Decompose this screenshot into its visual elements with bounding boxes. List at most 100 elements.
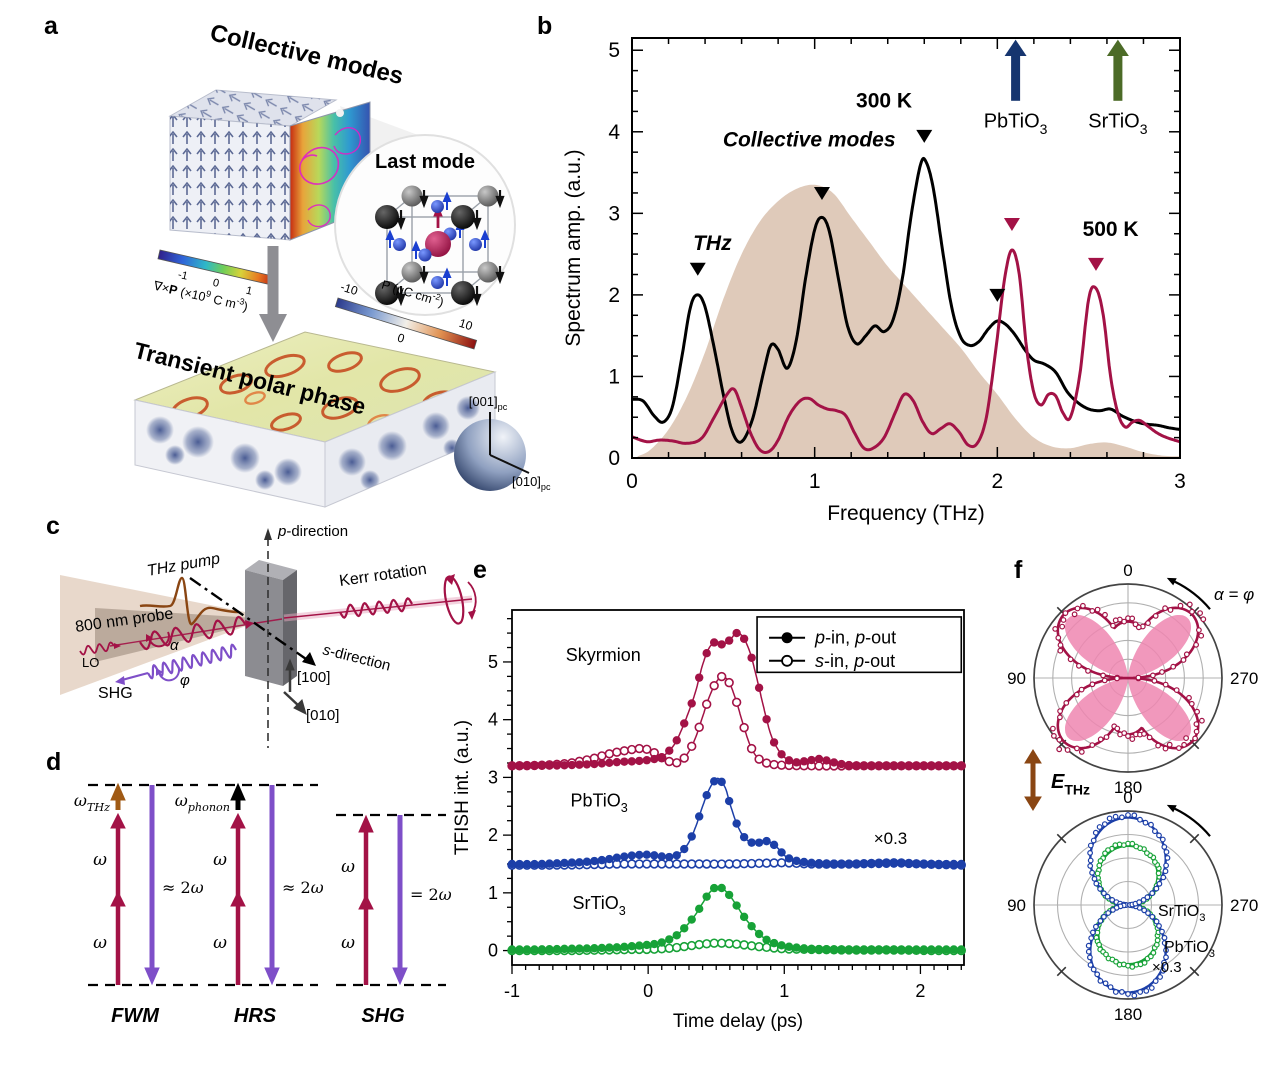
- sample-top-face: [245, 560, 297, 580]
- data-marker: [1112, 617, 1119, 624]
- data-marker: [1162, 868, 1169, 875]
- data-marker: [1107, 984, 1114, 991]
- p-direction-label: p-direction: [277, 523, 348, 540]
- y-tick-label: 5: [608, 39, 620, 62]
- y-tick-label: 4: [488, 710, 498, 730]
- annotation-0: SrTiO3: [1158, 903, 1205, 924]
- phi-label: φ: [180, 672, 190, 689]
- data-marker: [1163, 954, 1169, 961]
- annotation-2: THz: [693, 232, 732, 255]
- alpha-ring-arrow: [146, 634, 153, 642]
- text-run: = 2: [410, 885, 439, 904]
- rotation-arrow: [1174, 807, 1211, 837]
- x-tick-label: 2: [915, 981, 925, 1001]
- oxygen-atoms: [393, 200, 482, 289]
- data-marker: [1183, 735, 1190, 742]
- data-marker: [1173, 687, 1180, 694]
- axis-010-label: [010]: [306, 707, 339, 724]
- sample-front-face: [245, 570, 283, 686]
- text-run: (×10: [176, 284, 207, 304]
- data-marker: [1156, 922, 1162, 929]
- data-marker: [1089, 869, 1095, 876]
- text-run: -in,: [825, 628, 855, 648]
- data-marker: [1161, 844, 1168, 850]
- transient-slab: [133, 331, 497, 508]
- data-marker: [1163, 849, 1170, 855]
- phi-ring-arrow: [156, 668, 163, 676]
- data-marker: [1152, 613, 1159, 619]
- data-marker: [1097, 885, 1103, 892]
- angle-tick: [1056, 833, 1067, 844]
- text-run: -in,: [824, 651, 854, 671]
- data-marker: [1103, 951, 1109, 958]
- y-tick-label: 1: [488, 883, 498, 903]
- y-tick-label: 2: [488, 825, 498, 845]
- data-marker: [1085, 948, 1092, 955]
- hrs-diagram: ω ω ωphonon ≈ 2ω HRS: [175, 782, 324, 1027]
- data-marker: [1074, 605, 1081, 612]
- hrs-omega-low-label: ω: [213, 933, 227, 953]
- lo-label: LO: [82, 655, 99, 670]
- data-marker: [1156, 832, 1162, 839]
- annotation-1: 300 K: [856, 89, 912, 112]
- text-run: PbTiO: [1164, 939, 1209, 956]
- data-marker: [1051, 732, 1057, 739]
- data-marker: [1153, 918, 1160, 925]
- text-run: ω: [175, 791, 188, 810]
- data-marker: [1113, 958, 1119, 965]
- text-run: P: [168, 282, 179, 298]
- cube-top-arrows: [170, 90, 336, 126]
- text-run: ≈ 2: [282, 878, 311, 897]
- data-marker: [1102, 980, 1109, 987]
- panel-label-c: c: [46, 512, 60, 540]
- outer-circle: [1033, 810, 1223, 1000]
- data-marker: [1160, 874, 1167, 881]
- data-marker: [1136, 899, 1143, 906]
- data-marker: [1087, 842, 1094, 849]
- data-marker: [1073, 745, 1080, 752]
- data-marker: [1151, 828, 1158, 835]
- s-direction-label: s-direction: [321, 641, 392, 674]
- annotation-2: SrTiO3: [572, 893, 625, 918]
- y-axis-label: Spectrum amp. (a.u.): [562, 149, 585, 346]
- data-marker: [1167, 607, 1174, 613]
- thz-pulse-waveform: [139, 576, 239, 626]
- text-run: ω: [191, 878, 204, 897]
- data-marker: [1106, 815, 1113, 822]
- shg-name: SHG: [361, 1005, 404, 1027]
- probe-wave-arrow: [245, 620, 254, 629]
- text-run: 500 K: [1083, 218, 1139, 241]
- data-marker: [1137, 989, 1144, 995]
- annotation-0: α = φ: [1214, 585, 1254, 604]
- text-run: phonon: [188, 801, 230, 814]
- data-marker: [1121, 618, 1127, 625]
- data-marker: [1056, 746, 1063, 753]
- legend-label-0: p-in, p-out: [814, 628, 896, 648]
- perovskite-front-atoms: [375, 205, 475, 305]
- data-marker: [1091, 875, 1098, 882]
- data-marker: [1163, 947, 1169, 954]
- data-marker: [1153, 941, 1160, 948]
- text-run: ): [437, 295, 445, 310]
- data-marker: [1092, 923, 1099, 930]
- data-marker: [1094, 870, 1101, 877]
- data-marker: [1142, 819, 1149, 826]
- text-run: -2: [432, 291, 443, 303]
- data-marker: [1137, 816, 1143, 823]
- angle-label-0: 0: [1123, 788, 1132, 807]
- data-marker: [1093, 880, 1100, 887]
- data-marker: [1055, 634, 1062, 641]
- curl-tick-0: 0: [212, 277, 221, 290]
- y-tick-label: 3: [488, 767, 498, 787]
- shg-emission-arrow: [392, 815, 408, 986]
- y-tick-label: 1: [608, 365, 620, 388]
- peak-marker-2: [916, 129, 933, 143]
- data-marker: [1073, 691, 1080, 698]
- data-marker: [1110, 622, 1116, 629]
- text-run: [010]: [512, 474, 541, 489]
- p-tick-10: 10: [457, 316, 474, 333]
- thz-spectrum-area: [637, 184, 1180, 458]
- shg-omega-low-label: ω: [341, 933, 355, 953]
